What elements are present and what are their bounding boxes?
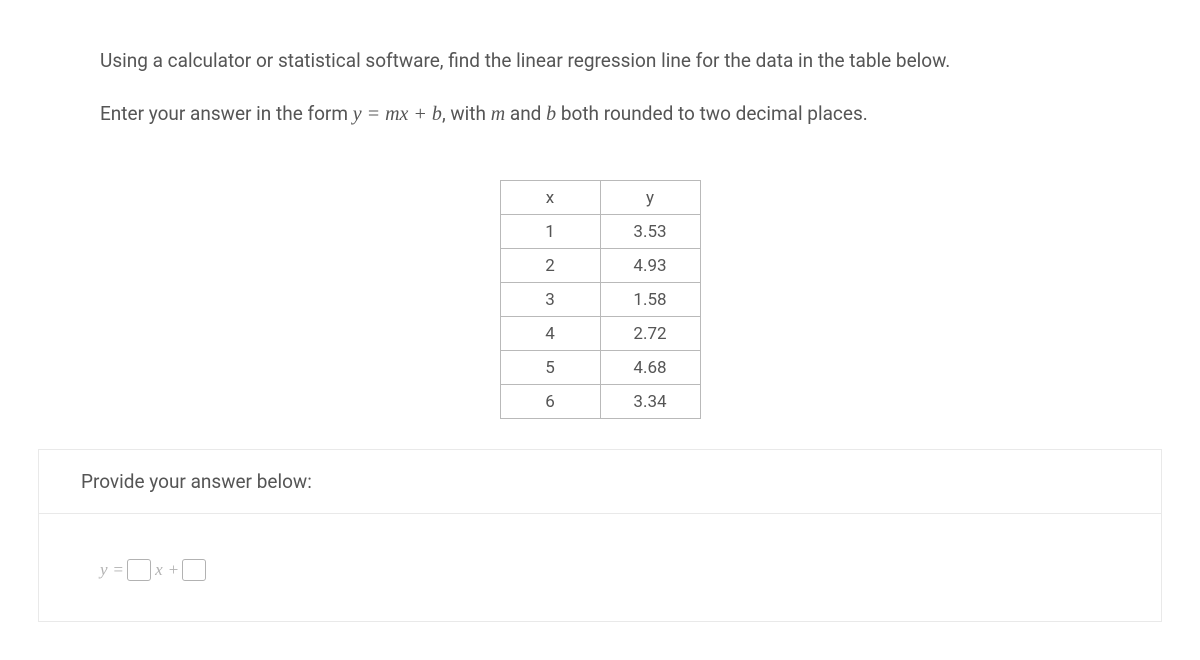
answer-equation: y = x +: [39, 514, 1161, 621]
cell-x: 2: [500, 249, 600, 283]
cell-x: 1: [500, 215, 600, 249]
table-row: 2 4.93: [500, 249, 700, 283]
question-line2-prefix: Enter your answer in the form: [100, 102, 353, 125]
question-line-2: Enter your answer in the form y = mx + b…: [100, 96, 1140, 132]
cell-y: 4.93: [600, 249, 700, 283]
var-b: b: [546, 103, 556, 125]
cell-y: 3.34: [600, 385, 700, 419]
data-table-wrap: x y 1 3.53 2 4.93 3 1.58 4: [30, 170, 1170, 449]
question-line-1: Using a calculator or statistical softwa…: [100, 44, 1140, 78]
col-header-x: x: [500, 181, 600, 215]
answer-prompt: Provide your answer below:: [39, 450, 1161, 514]
question-heading-fragment: Question: [30, 0, 1170, 14]
equals-sign: =: [114, 560, 124, 580]
table-row: 3 1.58: [500, 283, 700, 317]
cell-x: 5: [500, 351, 600, 385]
table-row: 6 3.34: [500, 385, 700, 419]
cell-y: 3.53: [600, 215, 700, 249]
intercept-input[interactable]: [182, 559, 206, 581]
table-header-row: x y: [500, 181, 700, 215]
question-container: Question Using a calculator or statistic…: [0, 0, 1200, 622]
answer-x-var: x: [155, 560, 163, 580]
table-row: 4 2.72: [500, 317, 700, 351]
plus-sign: +: [169, 560, 179, 580]
answer-y-var: y: [100, 560, 108, 580]
slope-input[interactable]: [127, 559, 151, 581]
question-line2-mid: , with: [442, 102, 491, 125]
question-line2-and: and: [505, 102, 546, 125]
question-line2-suffix: both rounded to two decimal places.: [556, 102, 868, 125]
var-m: m: [491, 103, 505, 125]
cell-y: 2.72: [600, 317, 700, 351]
col-header-y: y: [600, 181, 700, 215]
table-row: 5 4.68: [500, 351, 700, 385]
cell-x: 3: [500, 283, 600, 317]
question-body: Using a calculator or statistical softwa…: [30, 14, 1170, 170]
answer-region: Provide your answer below: y = x +: [38, 449, 1162, 622]
data-table: x y 1 3.53 2 4.93 3 1.58 4: [500, 180, 701, 419]
cell-x: 6: [500, 385, 600, 419]
cell-y: 4.68: [600, 351, 700, 385]
cell-x: 4: [500, 317, 600, 351]
cell-y: 1.58: [600, 283, 700, 317]
table-row: 1 3.53: [500, 215, 700, 249]
equation-y-eq-mx-plus-b: y = mx + b: [353, 103, 442, 125]
